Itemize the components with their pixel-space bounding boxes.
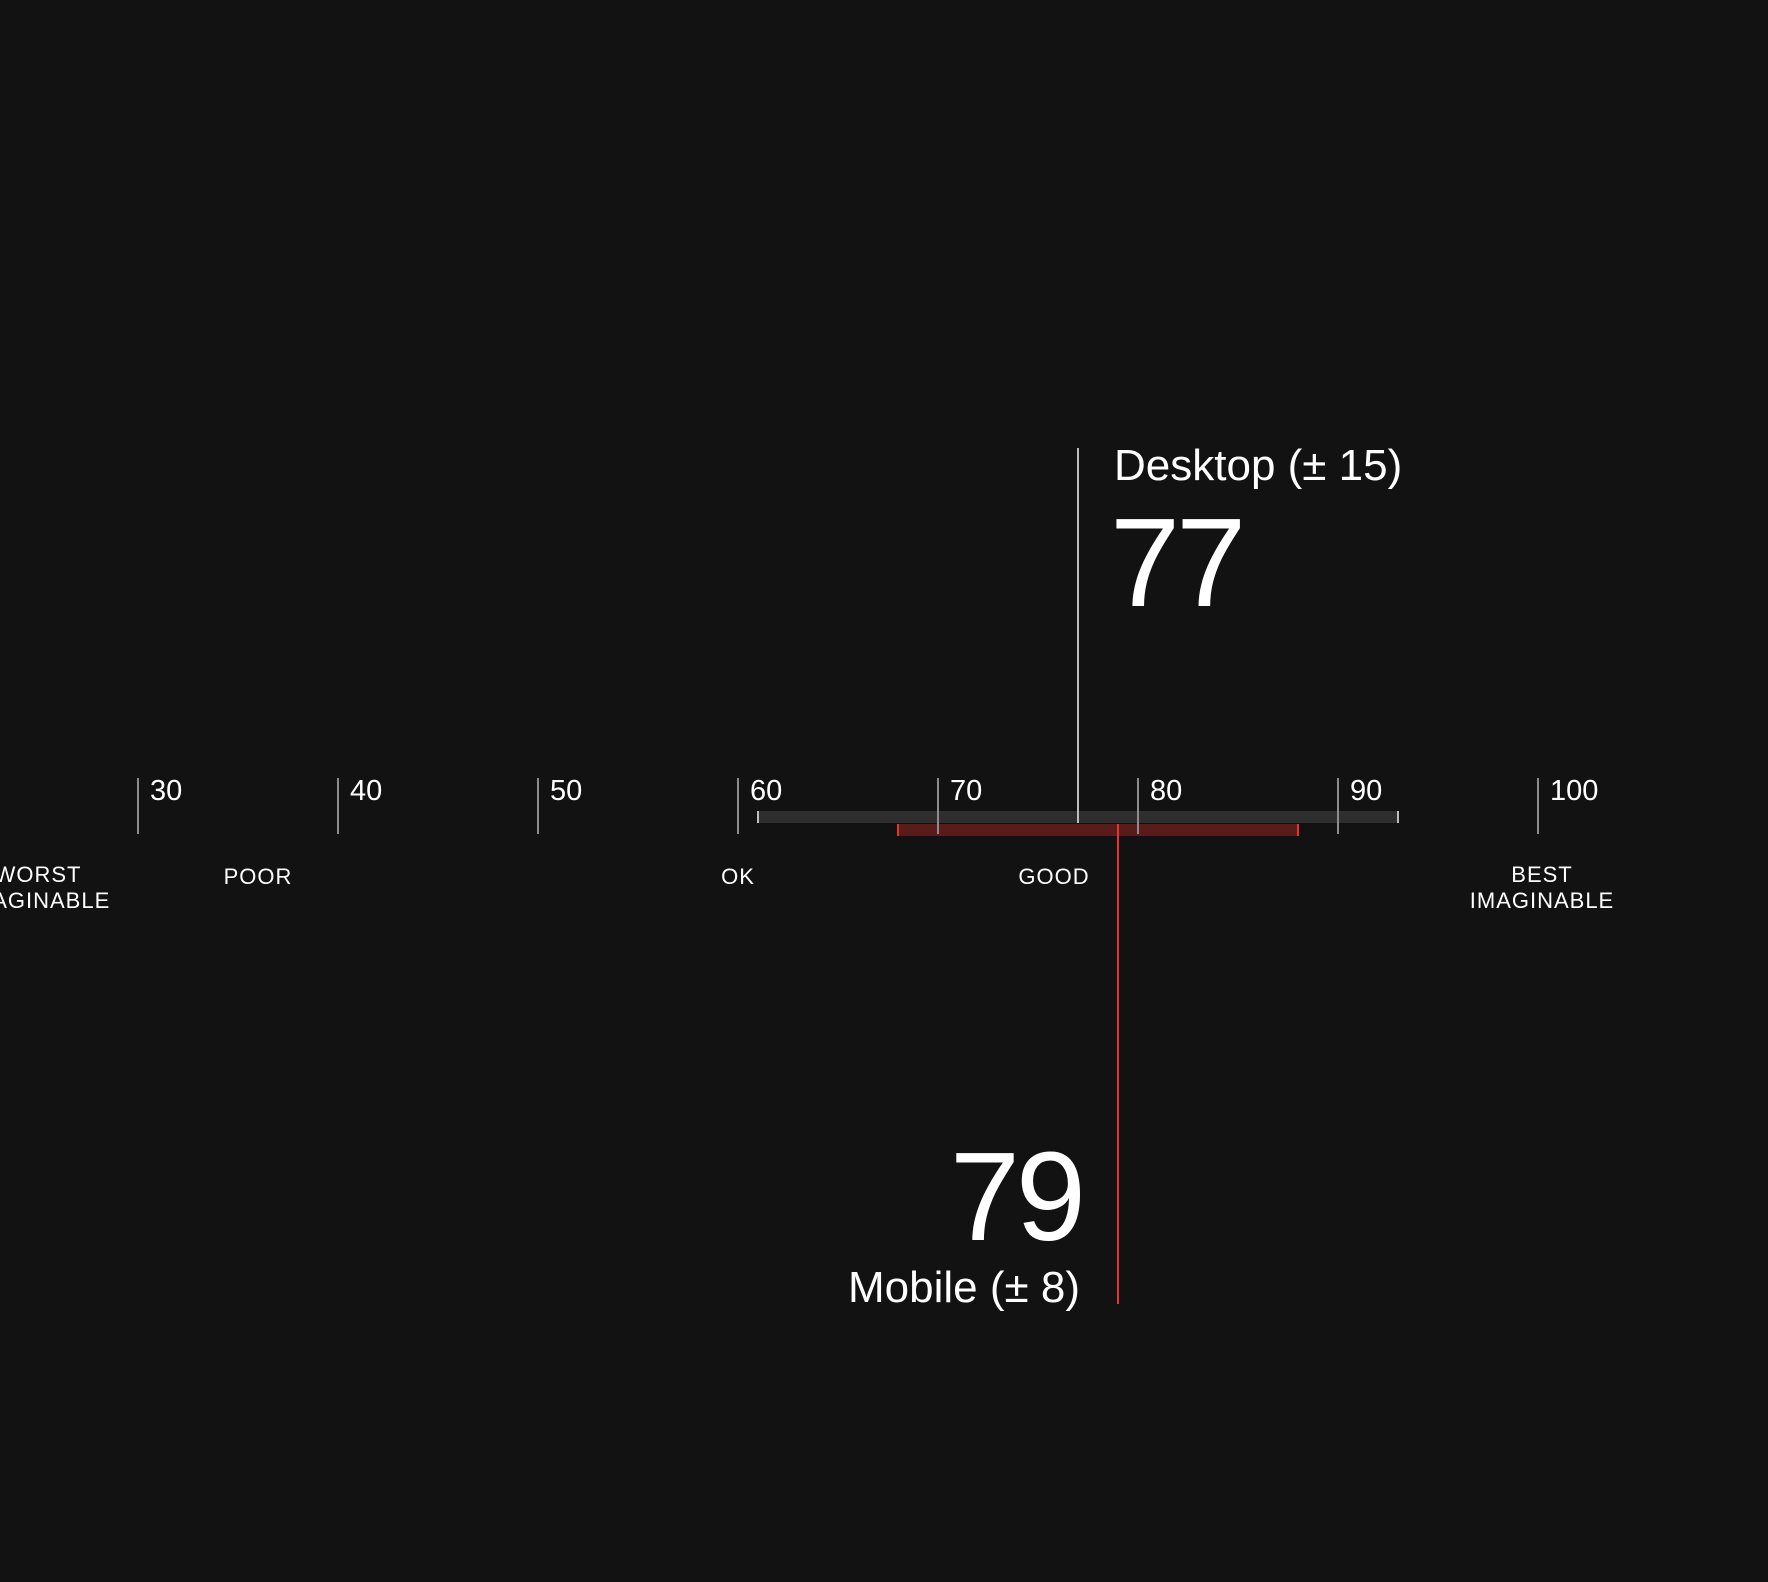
mobile-range-bar (898, 824, 1298, 836)
desktop-series-label: Desktop (± 15) (1114, 441, 1402, 490)
tick-label-80: 80 (1150, 775, 1182, 807)
tick-label-70: 70 (950, 775, 982, 807)
band-label-worst: WORST (0, 862, 81, 887)
tick-label-40: 40 (350, 775, 382, 807)
band-label-good: GOOD (1018, 864, 1089, 889)
desktop-score-value: 77 (1110, 492, 1242, 633)
band-label-imaginable: IMAGINABLE (1470, 888, 1614, 913)
band-label-ok: OK (721, 864, 755, 889)
band-label-poor: POOR (224, 864, 293, 889)
mobile-series-label: Mobile (± 8) (848, 1263, 1080, 1312)
tick-label-60: 60 (750, 775, 782, 807)
tick-label-50: 50 (550, 775, 582, 807)
tick-label-100: 100 (1550, 775, 1598, 807)
mobile-score-value: 79 (950, 1126, 1082, 1267)
band-label-imaginable: IMAGINABLE (0, 888, 110, 913)
band-label-best: BEST (1511, 862, 1572, 887)
tick-label-90: 90 (1350, 775, 1382, 807)
tick-label-30: 30 (150, 775, 182, 807)
